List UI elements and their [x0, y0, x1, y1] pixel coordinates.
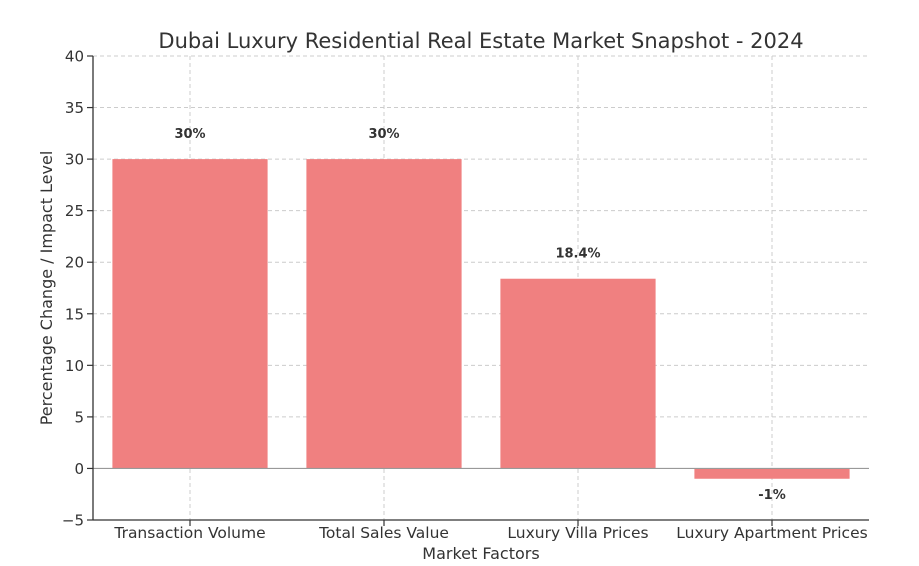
y-tick-label: 30 — [65, 151, 84, 169]
y-tick-label: 0 — [74, 460, 84, 478]
y-tick-label: 5 — [74, 408, 84, 426]
data-label: -1% — [758, 488, 785, 503]
x-tick-label: Luxury Villa Prices — [507, 524, 648, 542]
y-tick-label: 15 — [65, 305, 84, 323]
bars — [112, 159, 850, 479]
chart-title: Dubai Luxury Residential Real Estate Mar… — [158, 29, 803, 53]
x-tick-labels: Transaction Volume Total Sales Value Luxur… — [113, 524, 867, 542]
bar — [306, 159, 462, 469]
bar — [694, 468, 850, 479]
data-labels: 30% 30% 18.4% -1% — [174, 127, 785, 503]
bar — [112, 159, 268, 469]
y-tick-label: 25 — [65, 202, 84, 220]
y-tick-labels: −5 0 5 10 15 20 25 30 35 40 — [62, 48, 84, 530]
y-tick-label: 35 — [65, 99, 84, 117]
x-axis-label: Market Factors — [422, 544, 539, 562]
data-label: 18.4% — [555, 247, 600, 262]
x-tick-label: Transaction Volume — [113, 524, 265, 542]
data-label: 30% — [174, 127, 205, 142]
y-tick-label: 20 — [65, 254, 84, 272]
y-tick-label: 10 — [65, 357, 84, 375]
y-tick-label: 40 — [65, 48, 84, 66]
x-tick-label: Total Sales Value — [318, 524, 449, 542]
x-tick-label: Luxury Apartment Prices — [676, 524, 867, 542]
data-label: 30% — [368, 127, 399, 142]
y-axis-label: Percentage Change / Impact Level — [37, 151, 56, 426]
axes — [87, 55, 869, 526]
y-tick-label: −5 — [62, 512, 84, 530]
bar — [500, 278, 656, 469]
